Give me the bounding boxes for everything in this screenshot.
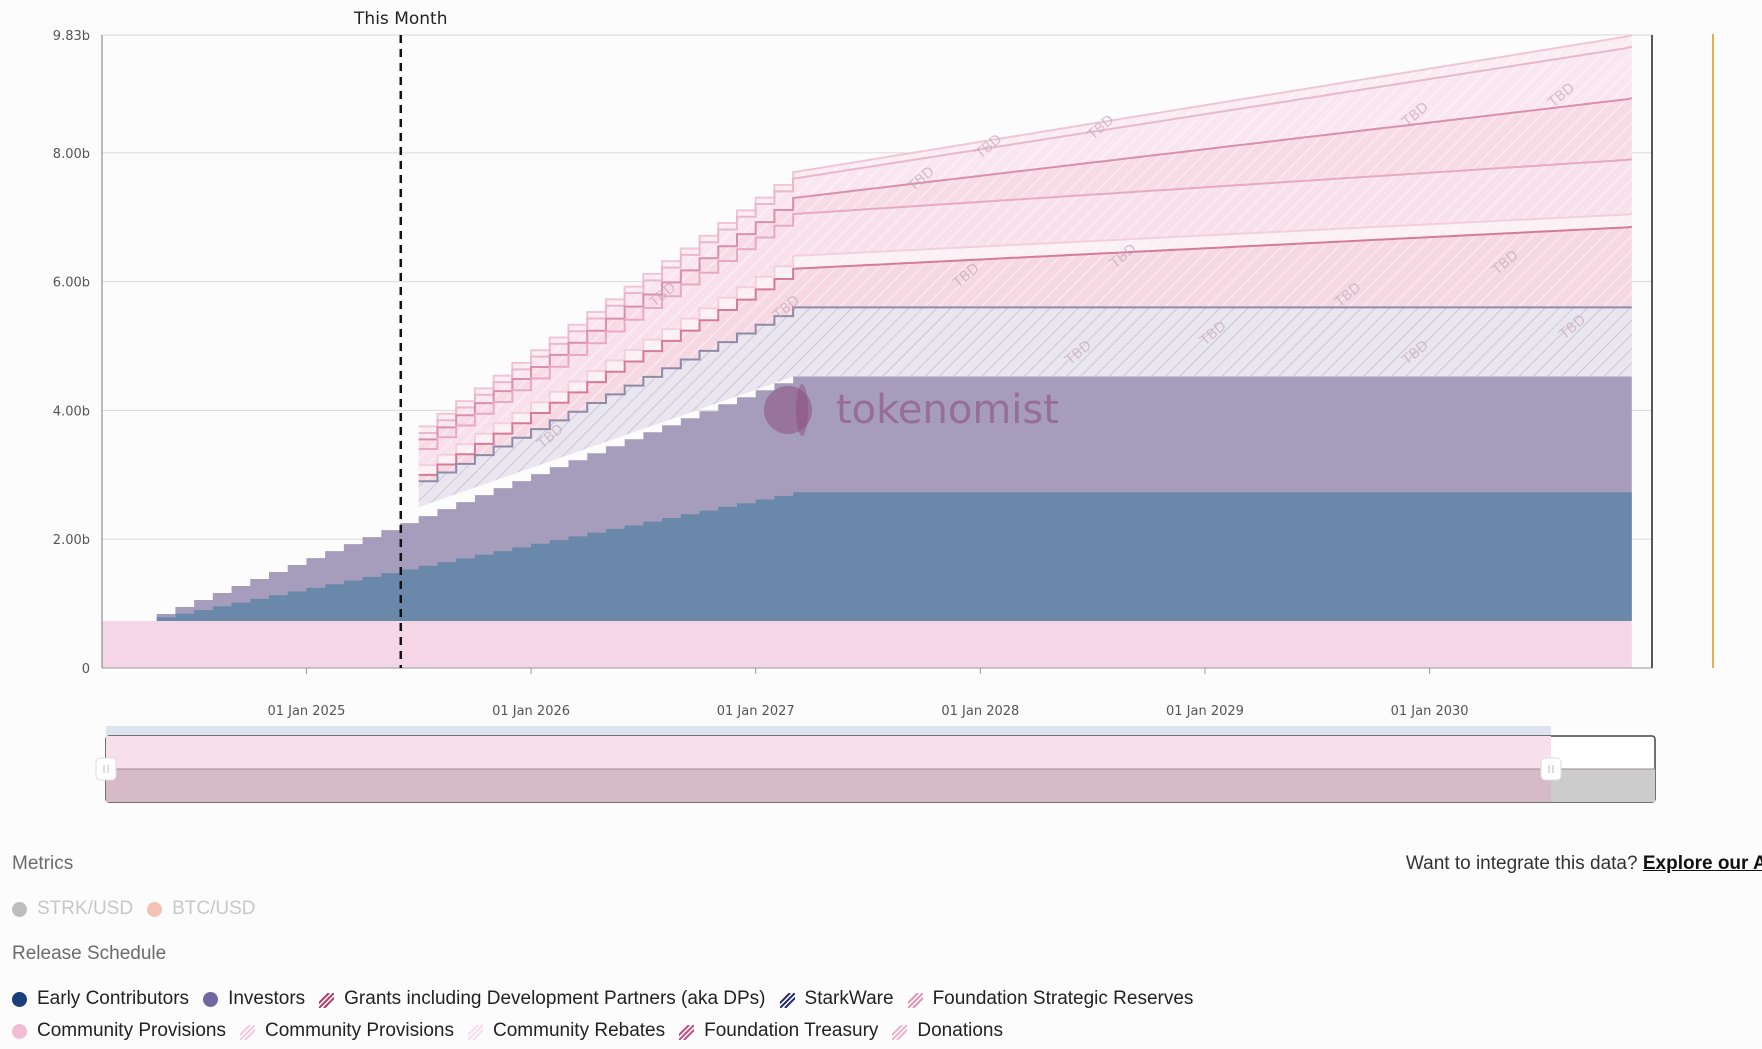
integrate-text: Want to integrate this data? [1405, 853, 1638, 874]
legend-dot-icon [12, 991, 27, 1007]
release-legend-row-2: Community Provisions Community Provisions… [12, 1020, 1017, 1042]
legend-item[interactable]: Foundation Treasury [673, 1020, 879, 1042]
tokenomist-watermark: tokenomist [764, 384, 1059, 436]
legend-item[interactable]: Grants including Development Partners (a… [313, 988, 766, 1010]
legend-label: Early Contributors [37, 988, 190, 1009]
y-tick-label: 4.00b [53, 404, 90, 419]
legend-item[interactable]: Investors [203, 988, 305, 1010]
axes: 0 2.00b 4.00b 6.00b 8.00b 9.83b 01 Jan 2025 01 … [53, 29, 1653, 719]
legend-hatch-icon [234, 1023, 261, 1041]
legend-item[interactable]: BTC/USD [147, 898, 255, 920]
legend-hatch-icon [462, 1023, 489, 1041]
legend-label: Community Rebates [493, 1020, 666, 1041]
legend-item[interactable]: Community Rebates [462, 1020, 666, 1042]
legend-label: Community Provisions [37, 1020, 226, 1041]
this-month-marker: This Month [353, 9, 447, 668]
legend-label: Community Provisions [265, 1020, 454, 1041]
legend-hatch-icon [773, 991, 801, 1009]
metrics-title: Metrics [12, 853, 74, 874]
tokenomist-logo-arc [796, 384, 808, 436]
series-donations-line [418, 45, 1633, 434]
legend-dot-icon [12, 901, 27, 917]
integrate-callout: Want to integrate this data? Explore our… [1406, 853, 1762, 875]
x-tick-label: 01 Jan 2026 [492, 704, 570, 719]
legend-label: Foundation Treasury [704, 1020, 879, 1041]
right-edge-line [1712, 34, 1714, 668]
y-tick-label: 2.00b [53, 533, 90, 548]
series-grants-including-development-partners-aka-dps-line [418, 225, 1632, 476]
legend-hatch-icon [673, 1023, 700, 1041]
navigator-area-outside [1551, 769, 1655, 802]
navigator-handle-right[interactable] [1540, 757, 1562, 781]
legend-item[interactable]: Donations [886, 1020, 1003, 1042]
x-tick-label: 01 Jan 2025 [267, 704, 345, 719]
metrics-legend: STRK/USD BTC/USD [12, 898, 269, 920]
legend-hatch-icon [313, 991, 340, 1009]
legend-item[interactable]: Community Provisions [12, 1020, 226, 1042]
series-starkware-hatch [418, 307, 1632, 508]
x-tick-label: 01 Jan 2029 [1166, 704, 1244, 719]
legend-label: STRK/USD [37, 898, 134, 919]
navigator-scrollbar[interactable] [106, 726, 1551, 735]
legend-dot-icon [147, 901, 163, 917]
legend-label: BTC/USD [172, 898, 256, 919]
navigator-area-top [106, 736, 1551, 769]
legend-dot-icon [12, 1023, 27, 1039]
legend-label: Donations [917, 1020, 1003, 1041]
legend-label: StarkWare [804, 988, 894, 1009]
tokenomist-logo-mark [764, 386, 812, 434]
navigator-area-bottom [106, 769, 1551, 802]
series-community-provisions-line [418, 34, 1633, 428]
legend-label: Grants including Development Partners (a… [344, 988, 766, 1009]
legend-label: Foundation Strategic Reserves [932, 988, 1194, 1009]
legend-label: Investors [228, 988, 306, 1009]
this-month-label: This Month [353, 9, 447, 29]
release-schedule-title: Release Schedule [12, 943, 167, 964]
legend-item[interactable]: Early Contributors [12, 988, 189, 1010]
legend-item[interactable]: STRK/USD [12, 898, 133, 920]
series-starkware-line [418, 306, 1632, 483]
x-tick-label: 01 Jan 2030 [1391, 704, 1469, 719]
x-tick-label: 01 Jan 2028 [941, 704, 1019, 719]
series-early-contributors [137, 492, 1632, 621]
legend-item[interactable]: Foundation Strategic Reserves [901, 988, 1194, 1010]
legend-dot-icon [203, 991, 219, 1007]
legend-hatch-icon [886, 1023, 914, 1041]
y-tick-label: 0 [82, 662, 90, 677]
series-community-provisions-base [102, 620, 1632, 668]
legend-item[interactable]: Community Provisions [234, 1020, 454, 1042]
x-tick-label: 01 Jan 2027 [717, 704, 795, 719]
series-community-rebates-line [418, 213, 1632, 467]
series-foundation-strategic-reserves-line [418, 158, 1632, 451]
y-tick-label: 8.00b [53, 147, 90, 162]
explore-ai-link[interactable]: Explore our AI [1642, 853, 1762, 874]
y-tick-label: 6.00b [53, 276, 90, 291]
area-series [102, 34, 1633, 668]
y-tick-label: 9.83b [53, 29, 90, 44]
navigator-handle-left[interactable] [95, 757, 117, 781]
tokenomist-wordmark: tokenomist [836, 387, 1059, 433]
range-navigator[interactable] [95, 726, 1656, 803]
series-foundation-treasury-line [418, 97, 1633, 441]
legend-hatch-icon [901, 991, 929, 1009]
legend-item[interactable]: StarkWare [773, 988, 894, 1010]
release-legend-row-1: Early Contributors Investors Grants includ… [12, 988, 1207, 1010]
